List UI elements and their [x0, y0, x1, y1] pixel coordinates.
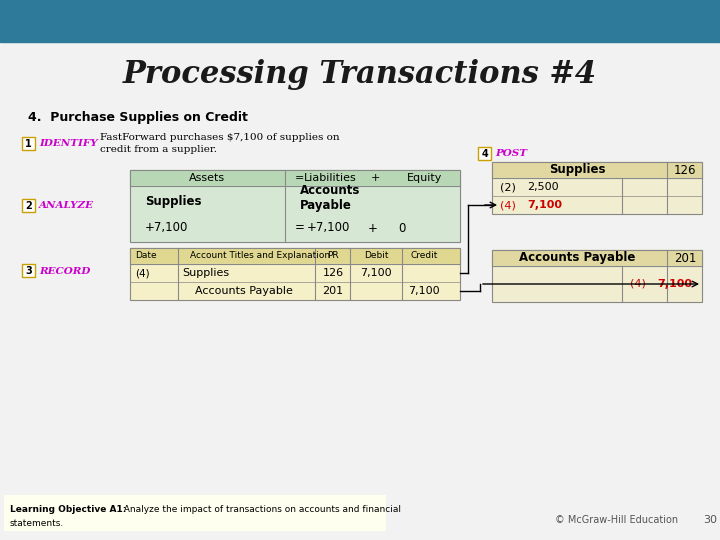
Bar [130, 170, 460, 186]
Text: Account Titles and Explanation: Account Titles and Explanation [190, 252, 330, 260]
Text: Equity: Equity [408, 173, 443, 183]
Text: Assets: Assets [189, 173, 225, 183]
Text: =: = [295, 221, 305, 234]
Text: +7,100: +7,100 [307, 221, 351, 234]
Text: +7,100: +7,100 [145, 221, 189, 234]
Text: Liabilities: Liabilities [304, 173, 356, 183]
Text: +: + [368, 221, 378, 234]
Text: 2,500: 2,500 [527, 182, 559, 192]
Text: 7,100: 7,100 [527, 200, 562, 210]
Text: 4.  Purchase Supplies on Credit: 4. Purchase Supplies on Credit [28, 111, 248, 125]
Text: Date: Date [135, 252, 157, 260]
Bar [478, 147, 491, 160]
Text: 2: 2 [25, 201, 32, 211]
Bar [22, 199, 35, 212]
Bar [130, 186, 460, 242]
Bar [130, 248, 460, 300]
Text: Credit: Credit [410, 252, 438, 260]
Bar [130, 248, 460, 264]
Text: (4): (4) [135, 268, 150, 278]
Text: Accounts
Payable: Accounts Payable [300, 184, 361, 213]
Bar [0, 0, 720, 42]
Bar [5, 496, 385, 530]
Bar [492, 250, 702, 302]
Text: Accounts Payable: Accounts Payable [195, 286, 293, 296]
Text: © McGraw-Hill Education: © McGraw-Hill Education [555, 515, 678, 525]
Text: IDENTIFY: IDENTIFY [39, 139, 98, 148]
Text: PR: PR [327, 252, 339, 260]
Text: Processing Transactions #4: Processing Transactions #4 [123, 59, 597, 91]
Text: credit from a supplier.: credit from a supplier. [100, 145, 217, 154]
Bar [22, 137, 35, 150]
Bar [492, 250, 702, 266]
Text: RECORD: RECORD [39, 267, 91, 275]
Text: POST: POST [495, 150, 527, 159]
Text: Supplies: Supplies [549, 164, 606, 177]
Text: 201: 201 [674, 252, 696, 265]
Text: 126: 126 [323, 268, 343, 278]
Bar [492, 266, 702, 302]
Bar [22, 264, 35, 277]
Text: +: + [370, 173, 379, 183]
Text: =: = [295, 173, 305, 183]
Text: 126: 126 [674, 164, 696, 177]
Text: 0: 0 [398, 221, 405, 234]
Text: (4): (4) [630, 279, 646, 289]
Bar [130, 170, 460, 242]
Text: Accounts Payable: Accounts Payable [519, 252, 635, 265]
Text: 7,100: 7,100 [360, 268, 392, 278]
Bar [492, 162, 702, 214]
Text: 3: 3 [25, 266, 32, 276]
Text: 7,100: 7,100 [408, 286, 440, 296]
Bar [492, 178, 702, 214]
Text: 1: 1 [25, 139, 32, 149]
Text: FastForward purchases $7,100 of supplies on: FastForward purchases $7,100 of supplies… [100, 133, 340, 143]
Bar [492, 162, 702, 178]
Text: statements.: statements. [10, 518, 64, 528]
Text: (4): (4) [500, 200, 516, 210]
Text: Debit: Debit [364, 252, 388, 260]
Text: 4: 4 [481, 149, 488, 159]
Text: 7,100: 7,100 [657, 279, 692, 289]
Text: (2): (2) [500, 182, 516, 192]
Text: Supplies: Supplies [145, 195, 202, 208]
Text: 30: 30 [703, 515, 717, 525]
Text: Supplies: Supplies [182, 268, 229, 278]
Text: Analyze the impact of transactions on accounts and financial: Analyze the impact of transactions on ac… [118, 505, 401, 515]
Bar [130, 264, 460, 300]
Text: 201: 201 [323, 286, 343, 296]
Text: Learning Objective A1:: Learning Objective A1: [10, 505, 127, 515]
Text: ANALYZE: ANALYZE [39, 201, 94, 211]
